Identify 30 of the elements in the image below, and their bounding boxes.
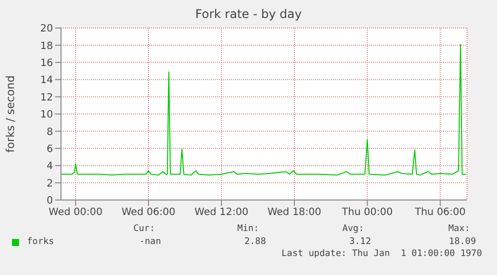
x-tick-label: Wed 12:00 [194, 207, 248, 218]
y-tick-label: 6 [46, 144, 53, 155]
x-tick-label: Thu 00:00 [340, 207, 393, 218]
text: Avg: [342, 224, 364, 234]
y-tick-label: 8 [46, 126, 53, 138]
y-tick-label: 14 [40, 75, 53, 86]
y-tick-label: 4 [46, 161, 53, 172]
line-series [61, 44, 466, 176]
y-axis-title: forks / second [4, 75, 17, 153]
text: Last update: Thu Jan 1 01:00:00 1970 [282, 249, 482, 259]
text: 3.12 [349, 237, 371, 247]
legend-label: forks [27, 237, 54, 247]
chart-title: Fork rate - by day [194, 7, 303, 21]
text: Min: [237, 224, 259, 234]
y-tick-label: 0 [46, 196, 53, 207]
y-tick-label: 18 [40, 40, 53, 52]
text: Max: [448, 224, 470, 234]
x-tick-label: Thu 06:00 [414, 207, 466, 218]
text: -nan [139, 237, 161, 247]
y-tick-label: 2 [46, 178, 53, 190]
y-tick-label: 20 [40, 24, 53, 35]
y-tick-label: 16 [40, 58, 53, 69]
x-tick-label: Wed 18:00 [267, 207, 322, 218]
x-tick-label: Wed 06:00 [122, 207, 176, 218]
x-tick-label: Wed 00:00 [48, 207, 102, 218]
text: 2.88 [244, 237, 266, 247]
y-tick-label: 10 [40, 110, 53, 121]
text: Cur: [133, 224, 155, 234]
text: 18.09 [448, 237, 476, 247]
y-tick-label: 12 [40, 92, 53, 104]
